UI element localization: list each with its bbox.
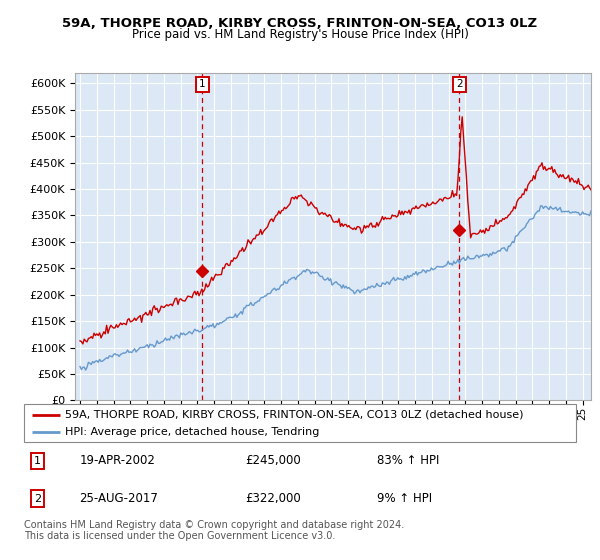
- Text: 2: 2: [456, 80, 463, 90]
- Text: 59A, THORPE ROAD, KIRBY CROSS, FRINTON-ON-SEA, CO13 0LZ: 59A, THORPE ROAD, KIRBY CROSS, FRINTON-O…: [62, 17, 538, 30]
- Text: 9% ↑ HPI: 9% ↑ HPI: [377, 492, 433, 505]
- Text: 25-AUG-2017: 25-AUG-2017: [79, 492, 158, 505]
- Text: 1: 1: [34, 456, 41, 466]
- Text: HPI: Average price, detached house, Tendring: HPI: Average price, detached house, Tend…: [65, 427, 320, 437]
- Text: £322,000: £322,000: [245, 492, 301, 505]
- Text: 83% ↑ HPI: 83% ↑ HPI: [377, 454, 440, 468]
- Text: 59A, THORPE ROAD, KIRBY CROSS, FRINTON-ON-SEA, CO13 0LZ (detached house): 59A, THORPE ROAD, KIRBY CROSS, FRINTON-O…: [65, 409, 524, 419]
- Text: 19-APR-2002: 19-APR-2002: [79, 454, 155, 468]
- Text: Price paid vs. HM Land Registry's House Price Index (HPI): Price paid vs. HM Land Registry's House …: [131, 28, 469, 41]
- FancyBboxPatch shape: [24, 404, 576, 442]
- Text: 1: 1: [199, 80, 206, 90]
- Text: Contains HM Land Registry data © Crown copyright and database right 2024.
This d: Contains HM Land Registry data © Crown c…: [24, 520, 404, 542]
- Text: £245,000: £245,000: [245, 454, 301, 468]
- Text: 2: 2: [34, 493, 41, 503]
